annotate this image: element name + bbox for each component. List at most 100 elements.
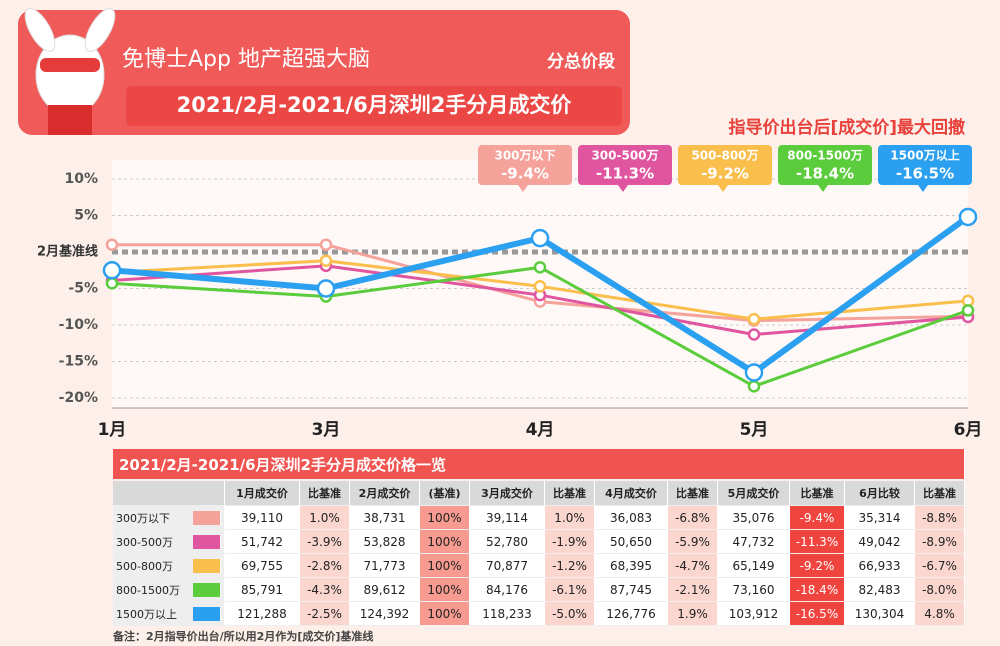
table-cell: 65,149 — [718, 554, 790, 578]
table-cell: 36,083 — [595, 506, 668, 530]
y-tick-label: -15% — [59, 354, 98, 370]
table-cell: 124,392 — [350, 602, 420, 626]
y-tick-label: 2月基准线 — [37, 244, 98, 260]
row-swatch — [193, 583, 221, 597]
header-title: 免博士App 地产超强大脑 — [122, 47, 370, 72]
column-header: 比基准 — [915, 481, 965, 506]
table-cell: 1.0% — [300, 506, 350, 530]
table-cell: -5.9% — [668, 530, 718, 554]
table-cell: 100% — [420, 578, 470, 602]
row-swatch — [193, 511, 221, 525]
table-cell: -9.2% — [790, 554, 845, 578]
table-cell: 69,755 — [225, 554, 300, 578]
table-cell: -6.1% — [545, 578, 595, 602]
column-header: 比基准 — [668, 481, 718, 506]
table-cell: 35,314 — [845, 506, 915, 530]
y-tick-label: -20% — [59, 390, 98, 406]
y-tick-label: -5% — [68, 281, 98, 297]
table-cell: -1.2% — [545, 554, 595, 578]
column-header: (基准) — [420, 481, 470, 506]
table-cell: 70,877 — [470, 554, 545, 578]
table-cell: 68,395 — [595, 554, 668, 578]
header-tag: 分总价段 — [547, 51, 615, 72]
point — [961, 304, 975, 317]
row-name: 1500万以上 — [113, 602, 193, 626]
table-cell: 35,076 — [718, 506, 790, 530]
table-cell: -16.5% — [790, 602, 845, 626]
table-cell: -2.5% — [300, 602, 350, 626]
table-cell: 73,160 — [718, 578, 790, 602]
callout-name: 300万以下 — [494, 149, 555, 163]
table-cell: -8.8% — [915, 506, 965, 530]
column-header: 4月成交价 — [595, 481, 668, 506]
table-cell: -5.0% — [545, 602, 595, 626]
table-cell: 82,483 — [845, 578, 915, 602]
table-cell: 103,912 — [718, 602, 790, 626]
table-title: 2021/2月-2021/6月深圳2手分月成交价格一览 — [113, 449, 965, 480]
row-swatch — [193, 559, 221, 573]
table-cell: 100% — [420, 554, 470, 578]
table-cell: 39,114 — [470, 506, 545, 530]
column-header: 6月比较 — [845, 481, 915, 506]
table-cell: 87,745 — [595, 578, 668, 602]
column-header: 比基准 — [300, 481, 350, 506]
point — [958, 207, 978, 227]
callout-value: -9.2% — [701, 165, 749, 183]
callout-box — [578, 145, 672, 185]
point — [530, 228, 550, 248]
table-cell: 121,288 — [225, 602, 300, 626]
point — [105, 277, 119, 290]
point — [102, 261, 122, 280]
callout-pointer — [618, 185, 628, 192]
x-tick-label: 1月 — [98, 420, 127, 440]
point — [319, 238, 333, 251]
point — [105, 238, 119, 251]
mascot — [24, 8, 116, 135]
callout-box — [778, 145, 872, 185]
header-subtitle: 2021/2月-2021/6月深圳2手分月成交价 — [177, 93, 573, 117]
x-tick-label: 6月 — [954, 420, 983, 440]
column-header: 比基准 — [545, 481, 595, 506]
table-cell: -1.9% — [545, 530, 595, 554]
y-tick-label: 5% — [74, 208, 98, 224]
point — [533, 261, 547, 274]
table-cell: -6.8% — [668, 506, 718, 530]
column-header: 3月成交价 — [470, 481, 545, 506]
point — [747, 312, 761, 326]
table-cell: -3.9% — [300, 530, 350, 554]
table-cell: -2.1% — [668, 578, 718, 602]
table-cell: 84,176 — [470, 578, 545, 602]
table-cell: 53,828 — [350, 530, 420, 554]
callout-name: 1500万以上 — [890, 148, 959, 163]
callout-box — [478, 145, 572, 185]
y-tick-label: -10% — [59, 317, 98, 333]
table-cell: 39,110 — [225, 506, 300, 530]
table-cell: 85,791 — [225, 578, 300, 602]
callout-pointer — [818, 185, 828, 192]
y-tick-label: 10% — [64, 171, 98, 187]
table-cell: 50,650 — [595, 530, 668, 554]
table-cell: -6.7% — [915, 554, 965, 578]
callout-pointer — [918, 185, 928, 192]
table-cell: 49,042 — [845, 530, 915, 554]
callout-value: -11.3% — [596, 165, 654, 183]
table-cell: -11.3% — [790, 530, 845, 554]
row-name: 300-500万 — [113, 530, 193, 554]
callout-name: 500-800万 — [691, 149, 758, 163]
callout-value: -16.5% — [896, 165, 954, 183]
point — [319, 254, 333, 268]
point — [747, 380, 761, 393]
row-name: 800-1500万 — [113, 578, 193, 602]
column-header: 比基准 — [790, 481, 845, 506]
callout-name: 300-500万 — [591, 149, 658, 163]
table-cell: 1.0% — [545, 506, 595, 530]
table-cell: 130,304 — [845, 602, 915, 626]
table-cell: 126,776 — [595, 602, 668, 626]
table-corner — [113, 481, 225, 506]
callout-pointer — [518, 185, 528, 192]
row-name: 500-800万 — [113, 554, 193, 578]
table-cell: -2.8% — [300, 554, 350, 578]
table-cell: -8.9% — [915, 530, 965, 554]
table-cell: 100% — [420, 530, 470, 554]
